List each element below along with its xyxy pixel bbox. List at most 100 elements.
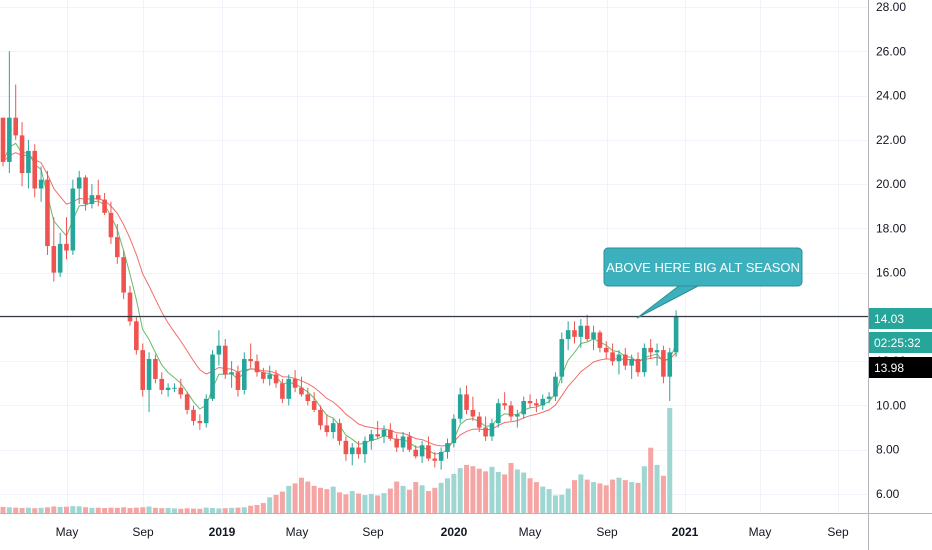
candle-body: [70, 188, 76, 251]
countdown-tag: 02:25:32: [869, 332, 932, 353]
volume-bar: [343, 494, 349, 513]
volume-bar: [25, 507, 31, 513]
volume-bar: [32, 508, 38, 513]
volume-bar: [64, 506, 69, 513]
candle-body: [470, 409, 476, 417]
candle-body: [305, 394, 311, 402]
candle-body: [343, 440, 349, 455]
candle-body: [184, 394, 190, 410]
y-axis-ticks: 6.008.0010.0012.0016.0018.0020.0022.0024…: [876, 0, 906, 501]
volume-bar: [451, 473, 457, 513]
candle-body: [165, 387, 171, 390]
volume-bar: [235, 507, 241, 513]
volume-bar: [457, 468, 463, 513]
candle-body: [108, 212, 114, 238]
volume-bar: [13, 507, 19, 513]
last-price-tag: 14.03: [869, 308, 932, 329]
candle-body: [356, 447, 361, 455]
volume-bar: [279, 491, 285, 513]
volume-bar: [197, 508, 203, 513]
volume-bar: [6, 507, 12, 513]
volume-bar: [146, 506, 152, 513]
volume-bar: [222, 508, 228, 513]
x-axis-ticks: May Sep 2019 May Sep 2020 May Sep 2021 May Sep: [56, 525, 849, 539]
volume-bar: [540, 486, 546, 513]
volume-bar: [140, 507, 146, 513]
x-tick-label: 2019: [209, 525, 236, 539]
candle-body: [273, 374, 279, 384]
candlesticks: [0, 51, 679, 470]
volume-bar: [210, 508, 216, 513]
candle-body: [381, 429, 387, 437]
annotation-pointer: [636, 284, 701, 319]
candle-body: [89, 195, 95, 205]
candle-body: [134, 321, 139, 351]
candle-body: [127, 292, 133, 322]
candle-body: [32, 150, 38, 189]
volume-bar: [267, 497, 273, 513]
candle-body: [413, 449, 419, 457]
candle-body: [438, 451, 444, 461]
volume-bar: [438, 482, 444, 513]
candle-body: [45, 179, 50, 247]
candle-body: [591, 332, 596, 340]
volume-bar: [330, 486, 336, 513]
volume-bar: [432, 487, 438, 513]
volume-bar: [667, 408, 673, 513]
volume-bar: [406, 489, 412, 513]
volume-bar: [527, 478, 533, 513]
candle-body: [83, 177, 88, 205]
volume-bar: [546, 489, 552, 513]
volume-bar: [178, 508, 184, 513]
candle-body: [267, 374, 272, 379]
x-tick-label: May: [56, 525, 79, 539]
candle-body: [597, 332, 603, 348]
volume-bar: [273, 494, 279, 513]
volume-bar: [248, 505, 254, 513]
volume-bar: [260, 503, 266, 513]
candle-body: [553, 376, 558, 397]
candle-body: [248, 358, 253, 362]
volume-bar: [654, 464, 660, 513]
volume-bar: [559, 494, 565, 513]
chart-grid: [0, 0, 868, 513]
volume-bar: [89, 507, 95, 513]
volume-bar: [229, 507, 235, 513]
volume-bar: [298, 477, 304, 513]
volume-bar: [191, 508, 196, 513]
candle-body: [527, 401, 533, 404]
y-tick-label: 8.00: [876, 443, 900, 457]
volume-bar: [38, 507, 44, 513]
y-tick-label: 16.00: [876, 266, 906, 280]
candle-body: [235, 372, 241, 390]
volume-bar: [381, 493, 387, 513]
candle-body: [610, 352, 615, 362]
candle-body: [629, 358, 634, 366]
candle-body: [661, 350, 666, 377]
candle-body: [115, 237, 120, 258]
x-tick-label: Sep: [132, 525, 154, 539]
volume-bar: [318, 487, 323, 513]
candle-body: [559, 339, 565, 377]
volume-bar: [660, 475, 666, 513]
candle-body: [546, 396, 552, 399]
candle-body: [95, 195, 101, 200]
annotation-callout[interactable]: ABOVE HERE BIG ALT SEASON: [603, 247, 803, 319]
volume-bar: [159, 508, 165, 513]
volume-bar: [533, 482, 539, 513]
candle-body: [13, 117, 18, 136]
candle-body: [203, 398, 209, 424]
candle-body: [565, 330, 571, 340]
volume-bar: [305, 481, 311, 513]
candle-body: [7, 117, 12, 162]
candle-body: [407, 436, 412, 450]
candle-body: [210, 354, 215, 399]
volume-bar: [324, 489, 330, 513]
candle-body: [324, 425, 330, 433]
candle-body: [654, 350, 660, 353]
x-tick-label: Sep: [362, 525, 384, 539]
candle-body: [388, 429, 393, 439]
volume-bar: [648, 447, 654, 513]
price-tags: 14.03 02:25:32 13.98: [869, 308, 932, 378]
